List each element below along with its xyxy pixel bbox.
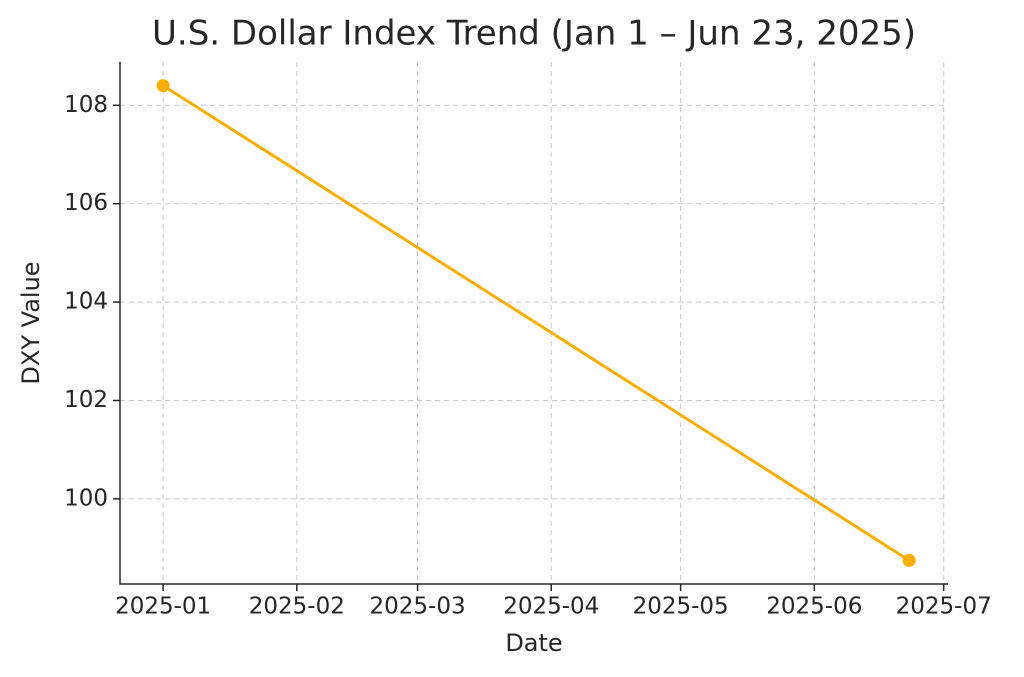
x-tick-label: 2025-07	[896, 594, 992, 620]
y-tick-label: 106	[64, 190, 108, 216]
x-axis-label: Date	[505, 629, 562, 657]
chart-title: U.S. Dollar Index Trend (Jan 1 – Jun 23,…	[152, 14, 916, 54]
x-tick-label: 2025-03	[370, 594, 466, 620]
x-tick-label: 2025-06	[766, 594, 862, 620]
x-tick-label: 2025-01	[115, 594, 211, 620]
axis	[119, 62, 948, 585]
point	[902, 553, 916, 567]
line	[162, 84, 910, 562]
x-tick-label: 2025-02	[249, 594, 345, 620]
y-tick-label: 102	[64, 387, 108, 413]
x-tick-label: 2025-05	[633, 594, 729, 620]
y-tick-label: 104	[64, 289, 108, 315]
point	[156, 79, 170, 93]
y-axis-label: DXY Value	[17, 261, 45, 384]
y-tick-label: 100	[64, 485, 108, 511]
y-tick-label: 108	[64, 92, 108, 118]
x-tick-label: 2025-04	[503, 594, 599, 620]
